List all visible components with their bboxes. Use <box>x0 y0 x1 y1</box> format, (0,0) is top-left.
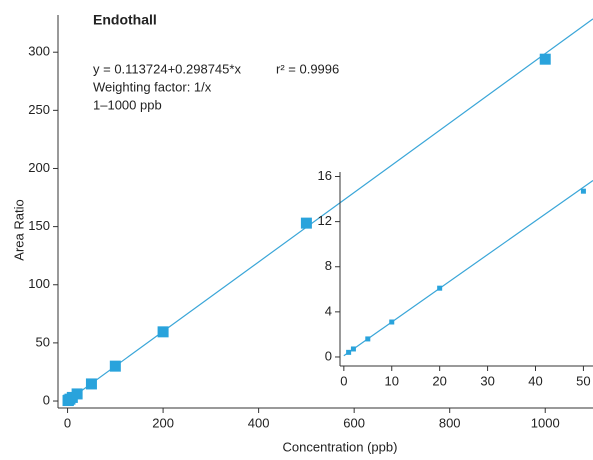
x-tick-label: 0 <box>64 415 71 430</box>
annotation: 1–1000 ppb <box>93 97 162 112</box>
y-tick-label: 300 <box>28 44 50 59</box>
y-tick-label: 200 <box>28 160 50 175</box>
data-point <box>85 378 97 390</box>
data-point <box>437 285 443 291</box>
y-tick-label: 0 <box>325 348 332 363</box>
chart-title: Endothall <box>93 12 157 28</box>
data-point <box>157 326 169 338</box>
data-point <box>71 388 83 400</box>
y-tick-label: 16 <box>318 168 332 183</box>
data-point <box>365 336 371 342</box>
x-tick-label: 10 <box>385 373 399 388</box>
y-tick-label: 250 <box>28 102 50 117</box>
y-tick-label: 12 <box>318 213 332 228</box>
annotation: r² = 0.9996 <box>276 61 339 76</box>
data-point <box>109 360 121 372</box>
x-tick-label: 30 <box>480 373 494 388</box>
x-tick-label: 1000 <box>531 415 560 430</box>
x-tick-label: 800 <box>439 415 461 430</box>
y-tick-label: 150 <box>28 218 50 233</box>
x-tick-label: 0 <box>340 373 347 388</box>
y-axis-label: Area Ratio <box>11 199 26 260</box>
y-tick-label: 0 <box>43 392 50 407</box>
y-tick-label: 4 <box>325 303 332 318</box>
x-tick-label: 400 <box>248 415 270 430</box>
data-point <box>580 188 586 194</box>
data-point <box>539 53 551 65</box>
data-point <box>389 319 395 325</box>
x-tick-label: 600 <box>343 415 365 430</box>
annotation: y = 0.113724+0.298745*x <box>93 61 241 76</box>
x-tick-label: 50 <box>576 373 590 388</box>
data-point <box>350 346 356 352</box>
annotation: Weighting factor: 1/x <box>93 79 212 94</box>
fit-line <box>67 18 593 402</box>
x-axis-label: Concentration (ppb) <box>283 439 398 454</box>
data-point <box>346 349 352 355</box>
x-tick-label: 200 <box>152 415 174 430</box>
data-point <box>300 217 312 229</box>
x-tick-label: 40 <box>528 373 542 388</box>
x-tick-label: 20 <box>432 373 446 388</box>
fit-line <box>343 179 593 357</box>
y-tick-label: 8 <box>325 258 332 273</box>
y-tick-label: 50 <box>36 334 50 349</box>
y-tick-label: 100 <box>28 276 50 291</box>
